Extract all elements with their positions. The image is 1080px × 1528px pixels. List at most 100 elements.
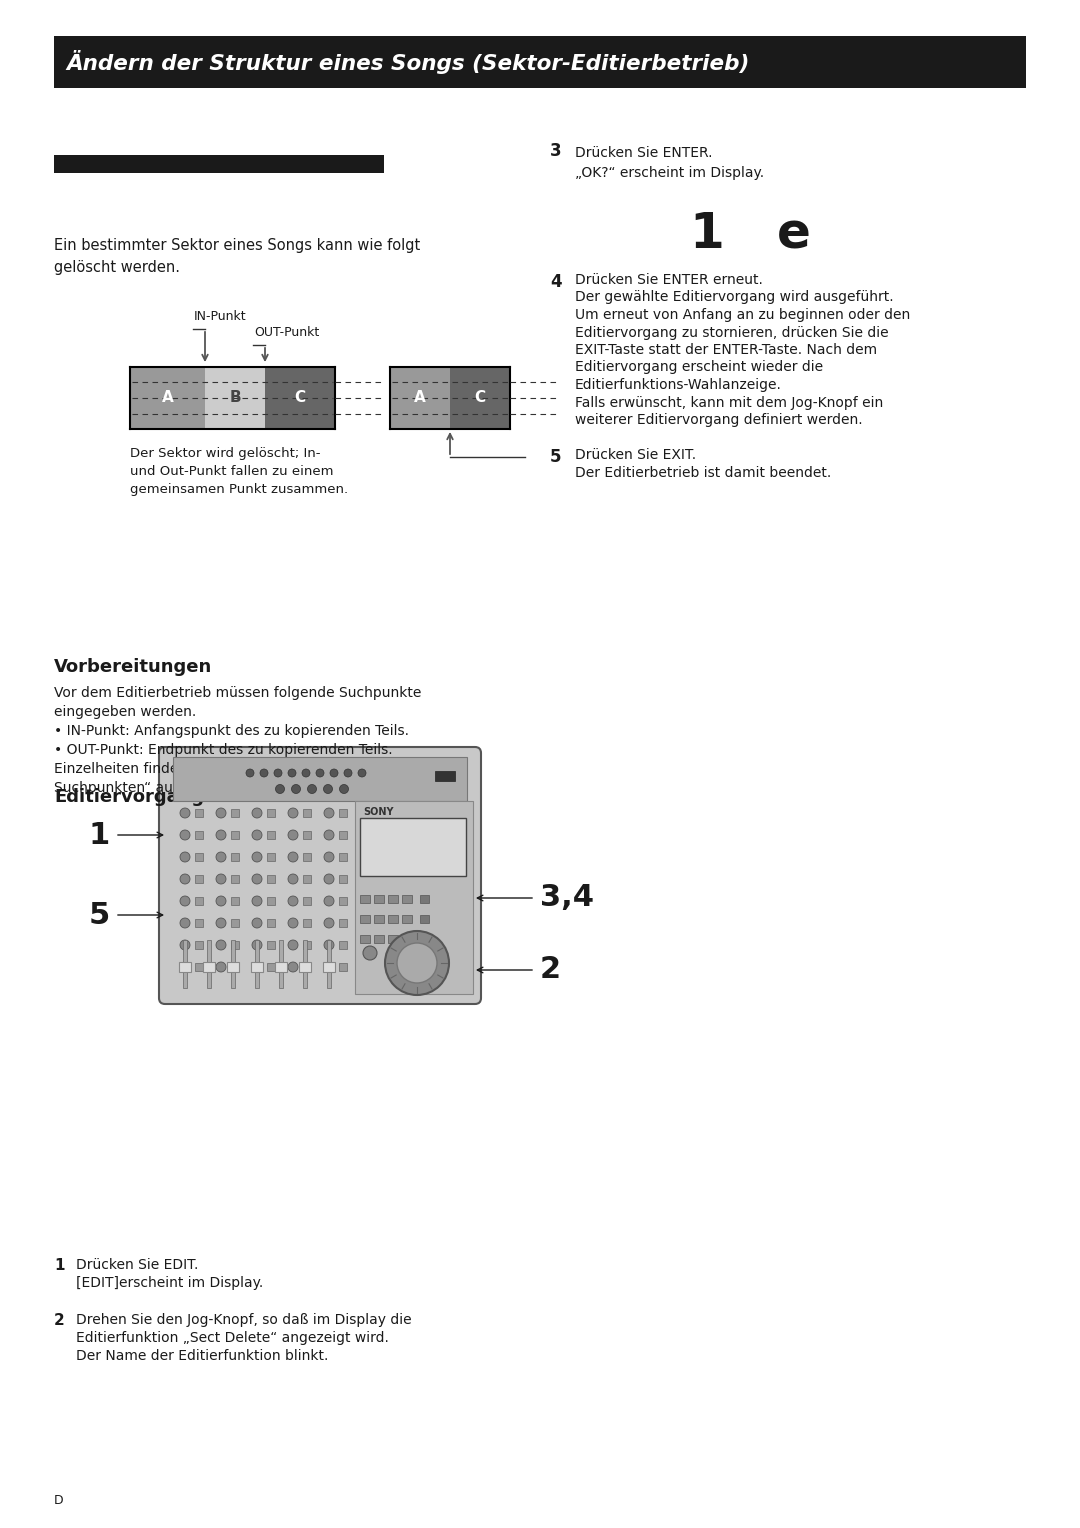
Circle shape bbox=[216, 918, 226, 927]
Bar bbox=[195, 918, 203, 927]
Bar bbox=[360, 895, 370, 903]
Circle shape bbox=[288, 830, 298, 840]
Circle shape bbox=[180, 808, 190, 817]
Bar bbox=[450, 367, 510, 429]
Text: 5: 5 bbox=[550, 448, 562, 466]
Bar bbox=[195, 876, 203, 883]
Circle shape bbox=[292, 784, 300, 793]
Circle shape bbox=[330, 769, 338, 778]
Bar bbox=[195, 853, 203, 860]
Text: Vor dem Editierbetrieb müssen folgende Suchpunkte: Vor dem Editierbetrieb müssen folgende S… bbox=[54, 686, 421, 700]
Bar bbox=[303, 897, 311, 905]
Circle shape bbox=[180, 853, 190, 862]
Bar bbox=[303, 831, 311, 839]
Circle shape bbox=[288, 918, 298, 927]
Bar bbox=[231, 941, 239, 949]
Text: 4: 4 bbox=[550, 274, 562, 290]
Text: EXIT-Taste statt der ENTER-Taste. Nach dem: EXIT-Taste statt der ENTER-Taste. Nach d… bbox=[575, 342, 877, 358]
Circle shape bbox=[180, 918, 190, 927]
Circle shape bbox=[216, 853, 226, 862]
Text: A: A bbox=[162, 391, 174, 405]
Text: Ein bestimmter Sektor eines Songs kann wie folgt
gelöscht werden.: Ein bestimmter Sektor eines Songs kann w… bbox=[54, 238, 420, 275]
Bar bbox=[360, 817, 465, 876]
Bar bbox=[267, 831, 275, 839]
Bar bbox=[267, 808, 275, 817]
Circle shape bbox=[252, 918, 262, 927]
Bar bbox=[195, 941, 203, 949]
Text: SONY: SONY bbox=[363, 807, 393, 817]
Bar bbox=[420, 915, 429, 923]
Text: IN-Punkt: IN-Punkt bbox=[194, 310, 246, 324]
Circle shape bbox=[324, 963, 334, 972]
Bar bbox=[402, 915, 411, 923]
Circle shape bbox=[324, 895, 334, 906]
Bar bbox=[420, 895, 429, 903]
Bar bbox=[339, 941, 347, 949]
Bar bbox=[130, 367, 205, 429]
Circle shape bbox=[324, 830, 334, 840]
Bar bbox=[279, 940, 283, 989]
Bar bbox=[183, 940, 187, 989]
Circle shape bbox=[252, 940, 262, 950]
Bar bbox=[420, 935, 429, 943]
Circle shape bbox=[180, 895, 190, 906]
Bar bbox=[360, 935, 370, 943]
Bar bbox=[339, 963, 347, 970]
Circle shape bbox=[288, 874, 298, 885]
Circle shape bbox=[246, 769, 254, 778]
Text: 1: 1 bbox=[89, 821, 110, 850]
Bar bbox=[231, 918, 239, 927]
Bar bbox=[265, 367, 335, 429]
Circle shape bbox=[324, 874, 334, 885]
Text: C: C bbox=[295, 391, 306, 405]
Text: Editiervorgang: Editiervorgang bbox=[54, 788, 204, 805]
Circle shape bbox=[324, 808, 334, 817]
Circle shape bbox=[216, 895, 226, 906]
Text: Ändern der Struktur eines Songs (Sektor-Editierbetrieb): Ändern der Struktur eines Songs (Sektor-… bbox=[66, 50, 750, 73]
Bar bbox=[339, 876, 347, 883]
Circle shape bbox=[288, 853, 298, 862]
Bar bbox=[355, 801, 473, 995]
Circle shape bbox=[363, 946, 377, 960]
Bar bbox=[327, 940, 330, 989]
Circle shape bbox=[180, 940, 190, 950]
Bar bbox=[339, 897, 347, 905]
Text: Editierfunktions-Wahlanzeige.: Editierfunktions-Wahlanzeige. bbox=[575, 377, 782, 393]
Circle shape bbox=[324, 853, 334, 862]
Text: Der gewählte Editiervorgang wird ausgeführt.: Der gewählte Editiervorgang wird ausgefü… bbox=[575, 290, 893, 304]
Bar bbox=[339, 918, 347, 927]
Circle shape bbox=[252, 853, 262, 862]
Bar bbox=[267, 897, 275, 905]
Text: „OK?“ erscheint im Display.: „OK?“ erscheint im Display. bbox=[575, 167, 765, 180]
Bar bbox=[339, 808, 347, 817]
Circle shape bbox=[288, 808, 298, 817]
Circle shape bbox=[339, 784, 349, 793]
Circle shape bbox=[384, 931, 449, 995]
Text: A: A bbox=[414, 391, 426, 405]
Circle shape bbox=[180, 874, 190, 885]
Circle shape bbox=[397, 943, 437, 983]
Bar bbox=[303, 918, 311, 927]
FancyBboxPatch shape bbox=[159, 747, 481, 1004]
Bar bbox=[303, 853, 311, 860]
Text: Der Sektor wird gelöscht; In-
und Out-Punkt fallen zu einem
gemeinsamen Punkt zu: Der Sektor wird gelöscht; In- und Out-Pu… bbox=[130, 448, 348, 497]
Text: Drücken Sie ENTER erneut.: Drücken Sie ENTER erneut. bbox=[575, 274, 762, 287]
Bar bbox=[388, 895, 399, 903]
Text: [EDIT]erscheint im Display.: [EDIT]erscheint im Display. bbox=[76, 1276, 264, 1290]
Text: Drücken Sie ENTER.: Drücken Sie ENTER. bbox=[575, 147, 713, 160]
Bar bbox=[374, 935, 384, 943]
Bar bbox=[390, 367, 450, 429]
Text: weiterer Editiervorgang definiert werden.: weiterer Editiervorgang definiert werden… bbox=[575, 413, 863, 426]
Circle shape bbox=[288, 963, 298, 972]
Text: OUT-Punkt: OUT-Punkt bbox=[254, 327, 320, 339]
Text: Drücken Sie EXIT.: Drücken Sie EXIT. bbox=[575, 448, 697, 461]
Bar bbox=[231, 853, 239, 860]
Bar bbox=[275, 963, 287, 972]
Text: 2: 2 bbox=[54, 1313, 65, 1328]
Circle shape bbox=[345, 769, 352, 778]
Bar bbox=[388, 935, 399, 943]
Bar bbox=[267, 853, 275, 860]
Bar bbox=[267, 918, 275, 927]
Bar bbox=[179, 963, 191, 972]
Text: Um erneut von Anfang an zu beginnen oder den: Um erneut von Anfang an zu beginnen oder… bbox=[575, 309, 910, 322]
